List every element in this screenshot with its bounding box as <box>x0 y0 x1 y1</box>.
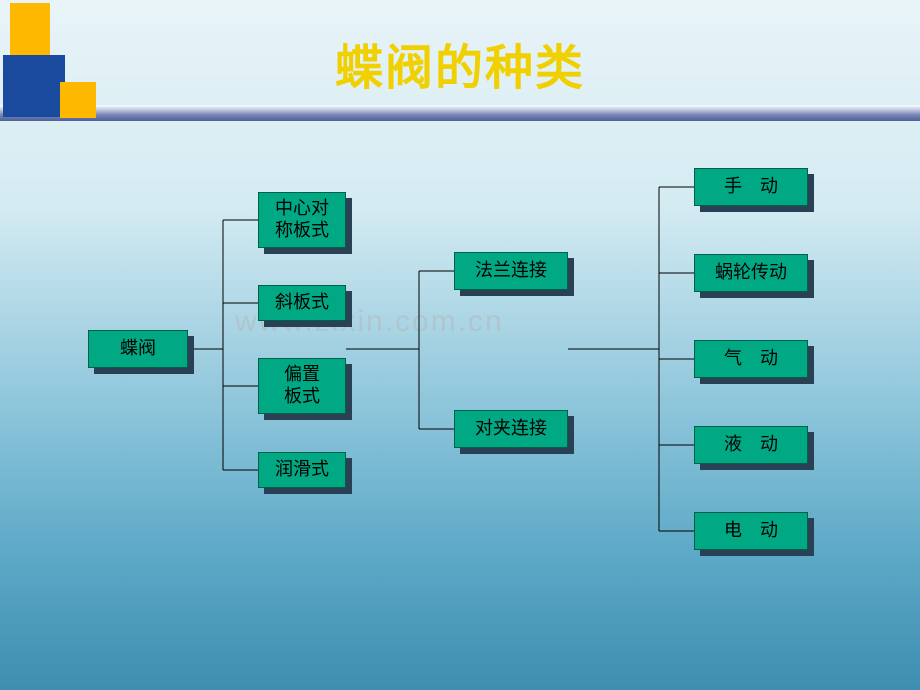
diagram-canvas: 蝶阀 中心对称板式斜板式偏置板式润滑式 法兰连接对夹连接 手 动蜗轮传动气 动液 动电… <box>0 130 920 690</box>
node-l2_1: 中心对称板式 <box>258 192 346 248</box>
node-l4_3: 气 动 <box>694 340 808 378</box>
header-strip <box>0 105 920 121</box>
node-root: 蝶阀 <box>88 330 188 368</box>
node-l2_2: 斜板式 <box>258 285 346 321</box>
node-l3_2: 对夹连接 <box>454 410 568 448</box>
node-l2_3: 偏置板式 <box>258 358 346 414</box>
node-l4_5: 电 动 <box>694 512 808 550</box>
node-l4_4: 液 动 <box>694 426 808 464</box>
node-l3_1: 法兰连接 <box>454 252 568 290</box>
node-l4_2: 蜗轮传动 <box>694 254 808 292</box>
node-l2_4: 润滑式 <box>258 452 346 488</box>
node-l4_1: 手 动 <box>694 168 808 206</box>
page-title: 蝶阀的种类 <box>0 28 920 98</box>
